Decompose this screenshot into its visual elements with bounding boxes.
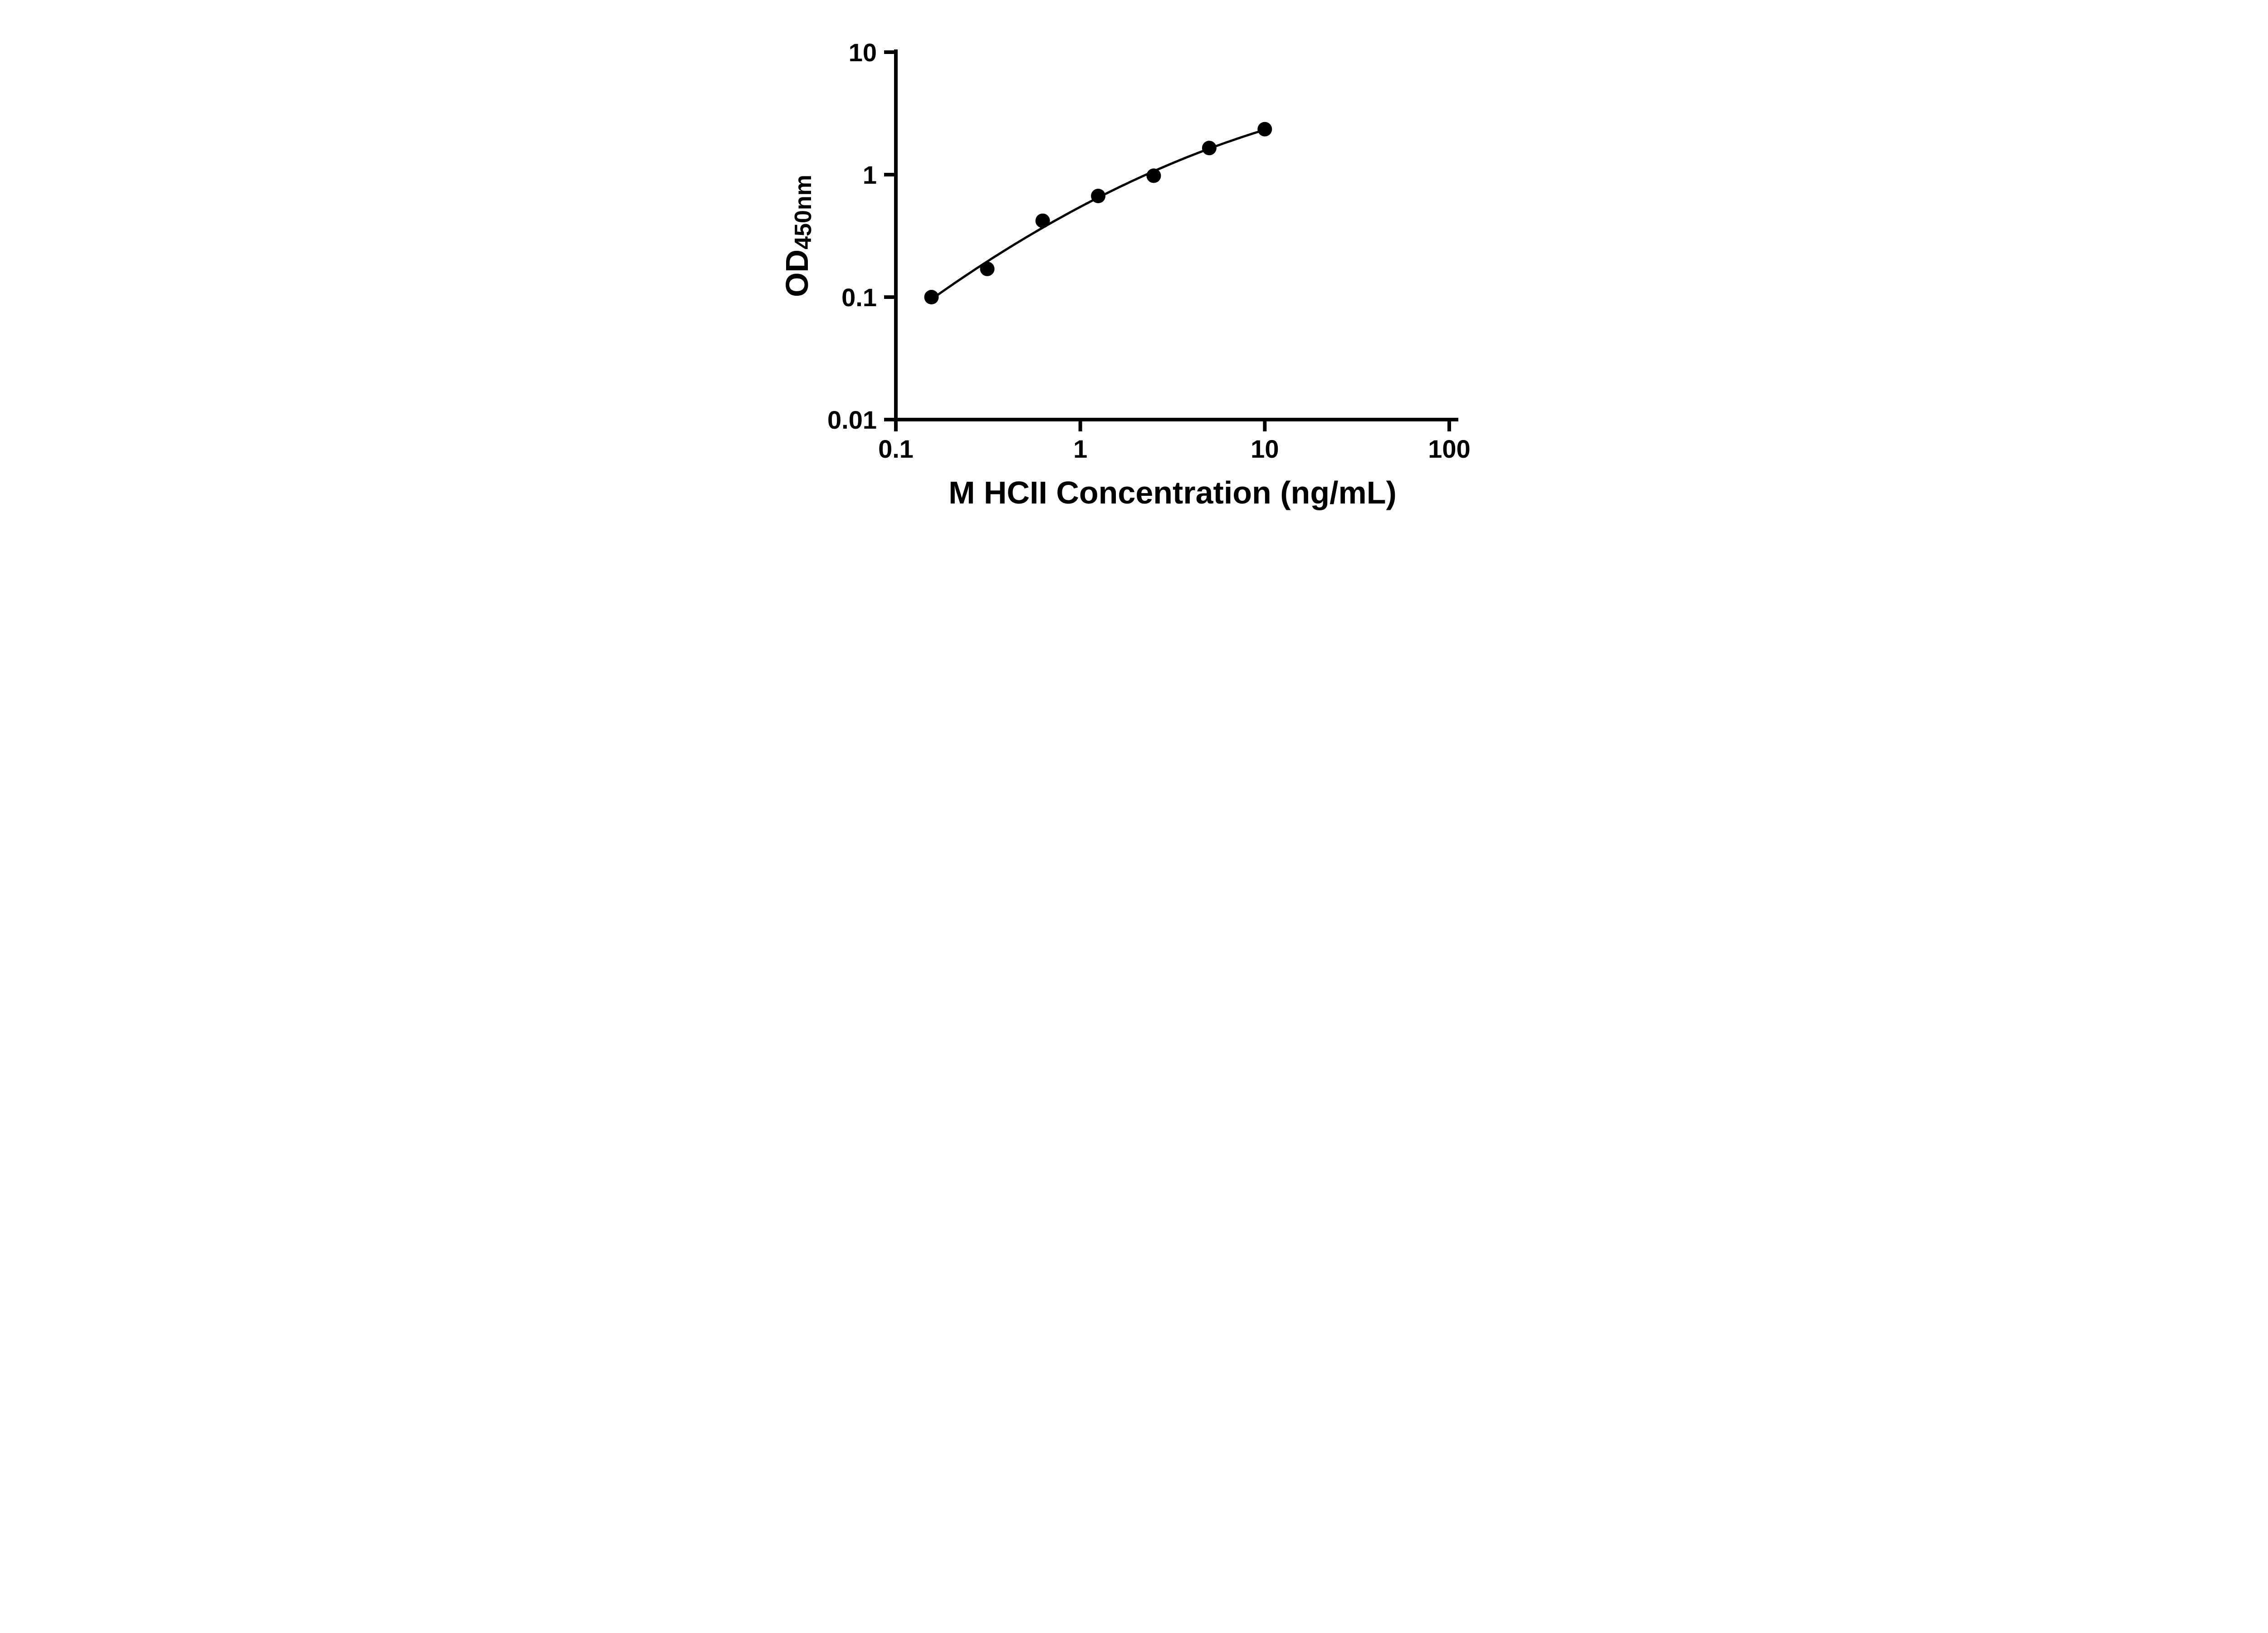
x-tick-label: 100 [1428,435,1470,463]
y-tick-label: 0.01 [827,406,877,434]
fit-curve [931,128,1266,300]
data-point [980,261,995,276]
data-point [1091,189,1106,203]
y-tick-label: 0.1 [841,283,877,312]
y-axis-title-subscript: 450nm [790,175,816,249]
elisa-standard-curve-figure: 0.1 1 10 100 0.01 0.1 1 10 OD 450nm M HCII Conce… [746,0,1522,544]
x-tick-label: 0.1 [878,435,914,463]
data-point [1146,168,1161,183]
y-axis-title: OD 450nm [774,100,820,372]
data-point [924,290,939,304]
x-tick-label: 1 [1073,435,1087,463]
y-axis-title-main: OD [779,249,815,297]
data-point [1257,122,1272,137]
y-tick-label: 10 [849,38,877,67]
data-point [1202,141,1217,156]
y-tick-label: 1 [863,161,877,189]
data-point [1035,213,1050,228]
x-tick-label: 10 [1251,435,1279,463]
x-axis-title: M HCII Concentration (ng/mL) [948,475,1397,510]
